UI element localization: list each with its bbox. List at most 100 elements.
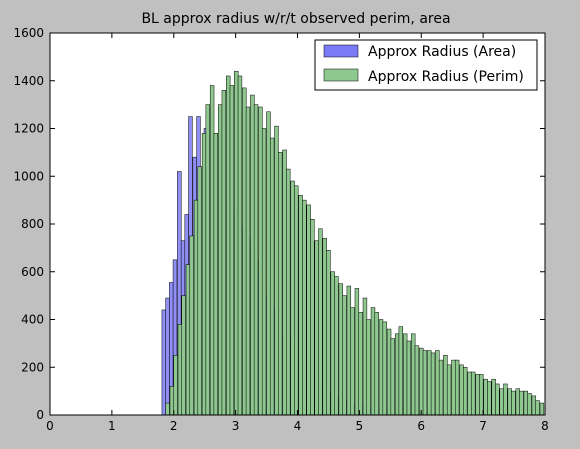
y-tick-label-1: 200 (21, 360, 44, 374)
bar-perim-31 (290, 180, 295, 416)
bar-perim-8 (197, 166, 202, 416)
x-tick-label-6: 6 (417, 419, 425, 433)
legend-swatch-perim (323, 68, 359, 82)
x-tick-label-7: 7 (479, 419, 487, 433)
x-tick-label-2: 2 (170, 419, 178, 433)
bar-perim-1 (169, 386, 175, 416)
bar-perim-39 (322, 238, 327, 416)
bar-perim-12 (213, 133, 219, 416)
bar-perim-5 (185, 264, 191, 416)
bar-perim-69 (443, 355, 448, 416)
bar-perim-51 (370, 307, 376, 416)
bar-perim-32 (294, 185, 299, 416)
legend-label-perim: Approx Radius (Perim) (368, 69, 524, 85)
bar-perim-76 (471, 371, 476, 416)
bar-perim-73 (459, 364, 464, 416)
bar-perim-24 (261, 128, 267, 416)
bar-perim-15 (226, 75, 231, 416)
bar-perim-75 (467, 371, 472, 416)
bar-perim-7 (193, 199, 199, 416)
bar-perim-65 (427, 350, 432, 416)
legend-swatch-area (323, 44, 359, 58)
bar-perim-82 (495, 383, 500, 416)
bar-perim-63 (419, 347, 424, 416)
bar-perim-30 (286, 168, 291, 416)
bar-perim-16 (229, 85, 235, 416)
bar-perim-4 (181, 295, 186, 416)
bar-perim-37 (314, 240, 319, 416)
bar-perim-42 (334, 276, 339, 416)
y-tick-label-6: 1200 (13, 122, 44, 136)
bar-area-1 (165, 297, 170, 416)
y-axis: 0 200 400 600 800 1000 1200 1400 1600 (13, 26, 545, 422)
bar-perim-60 (406, 340, 412, 416)
bar-perim-13 (217, 104, 223, 416)
bar-perim-49 (362, 297, 368, 416)
bar-perim-50 (366, 319, 371, 416)
bar-perim-67 (435, 350, 440, 416)
bar-perim-43 (338, 283, 343, 416)
bar-perim-56 (390, 338, 395, 416)
bar-area-0 (161, 309, 167, 416)
x-tick-label-8: 8 (541, 419, 549, 433)
bar-perim-0 (165, 402, 170, 416)
bar-perim-34 (302, 199, 307, 416)
y-tick-label-0: 0 (36, 408, 44, 422)
bar-perim-18 (237, 75, 243, 416)
bar-perim-58 (398, 326, 404, 416)
bar-perim-80 (487, 381, 492, 416)
bar-perim-35 (306, 204, 311, 416)
bar-perim-47 (354, 288, 360, 416)
bar-perim-20 (245, 106, 251, 416)
bar-perim-66 (430, 352, 436, 416)
bar-perim-52 (374, 312, 379, 416)
bar-perim-68 (438, 359, 444, 416)
x-tick-label-5: 5 (356, 419, 364, 433)
bar-perim-89 (523, 390, 528, 416)
bar-perim-14 (221, 90, 227, 416)
bar-perim-17 (234, 70, 239, 416)
bar-perim-55 (386, 328, 392, 416)
bar-perim-19 (242, 87, 247, 416)
bar-perim-45 (346, 285, 352, 416)
bar-perim-10 (205, 104, 210, 416)
bar-perim-48 (358, 312, 363, 416)
bar-perim-23 (258, 106, 263, 416)
legend-label-area: Approx Radius (Area) (368, 44, 516, 60)
bar-perim-46 (350, 307, 355, 416)
bar-perim-11 (209, 85, 215, 416)
bar-perim-41 (330, 271, 335, 416)
bar-perim-70 (446, 364, 452, 416)
bar-perim-78 (479, 374, 484, 416)
y-tick-label-4: 800 (21, 217, 44, 231)
bar-perim-54 (382, 321, 387, 416)
y-tick-label-2: 400 (21, 313, 44, 327)
bar-perim-59 (402, 333, 408, 416)
bar-perim-64 (422, 350, 428, 416)
bar-perim-88 (519, 390, 524, 416)
bar-perim-71 (451, 359, 456, 416)
bar-perim-28 (278, 152, 283, 416)
bar-perim-53 (378, 319, 384, 416)
bar-perim-83 (499, 388, 504, 416)
bar-perim-87 (515, 388, 520, 416)
legend: Approx Radius (Area) Approx Radius (Peri… (314, 39, 538, 91)
y-tick-label-8: 1600 (13, 26, 44, 40)
chart-title: BL approx radius w/r/t observed perim, a… (141, 11, 450, 27)
bar-perim-81 (491, 378, 496, 416)
bar-perim-36 (310, 218, 315, 416)
bar-perim-79 (483, 378, 488, 416)
bar-perim-2 (173, 355, 178, 416)
bar-perim-90 (527, 393, 532, 416)
bar-perim-62 (414, 345, 420, 416)
bar-perim-93 (539, 402, 545, 416)
bar-perim-26 (269, 137, 275, 416)
bar-perim-40 (326, 250, 331, 416)
x-tick-label-1: 1 (108, 419, 116, 433)
x-tick-label-3: 3 (232, 419, 240, 433)
y-tick-label-3: 600 (21, 265, 44, 279)
bar-perim-86 (511, 390, 516, 416)
x-tick-label-0: 0 (46, 419, 54, 433)
bar-perim-6 (189, 235, 194, 416)
